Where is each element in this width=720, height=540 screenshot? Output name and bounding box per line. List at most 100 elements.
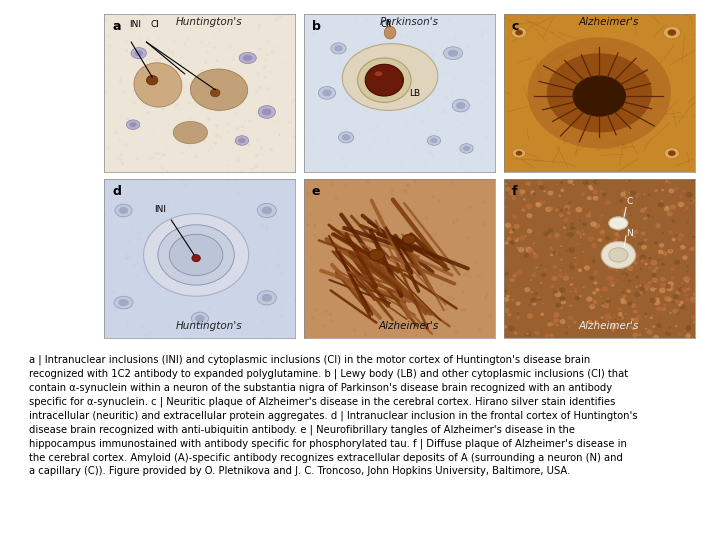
Point	[196, 38, 207, 46]
Circle shape	[654, 224, 656, 226]
Ellipse shape	[546, 53, 652, 132]
Point	[231, 151, 243, 160]
Point	[318, 320, 329, 329]
Circle shape	[518, 177, 525, 182]
Circle shape	[675, 299, 679, 303]
Point	[222, 118, 234, 127]
Point	[411, 272, 423, 281]
Ellipse shape	[169, 234, 223, 275]
Circle shape	[592, 300, 597, 304]
Circle shape	[517, 312, 519, 314]
Point	[220, 275, 232, 284]
Circle shape	[532, 192, 536, 195]
Circle shape	[682, 231, 688, 235]
Point	[470, 271, 482, 280]
Circle shape	[511, 235, 518, 240]
Ellipse shape	[516, 30, 523, 35]
Text: c: c	[511, 20, 519, 33]
Circle shape	[521, 208, 526, 212]
Circle shape	[582, 286, 585, 288]
Text: CI: CI	[380, 20, 390, 29]
Circle shape	[547, 322, 553, 327]
Ellipse shape	[667, 29, 676, 36]
Circle shape	[649, 257, 652, 259]
Point	[400, 57, 411, 65]
Point	[102, 82, 114, 90]
Point	[343, 240, 355, 249]
Point	[426, 325, 438, 334]
Point	[414, 36, 426, 44]
Circle shape	[654, 298, 660, 302]
Point	[193, 270, 204, 279]
Point	[222, 128, 234, 137]
Point	[358, 69, 369, 77]
Circle shape	[685, 333, 688, 335]
Circle shape	[511, 299, 514, 301]
Point	[241, 79, 253, 88]
Circle shape	[504, 272, 509, 275]
Circle shape	[533, 275, 538, 279]
Circle shape	[573, 227, 576, 229]
Point	[251, 135, 263, 144]
Circle shape	[554, 328, 557, 330]
Point	[203, 38, 215, 46]
Circle shape	[550, 186, 556, 190]
Circle shape	[535, 211, 540, 216]
Circle shape	[582, 251, 585, 253]
Point	[413, 266, 425, 274]
Point	[386, 190, 397, 199]
Circle shape	[631, 215, 632, 216]
Circle shape	[605, 314, 611, 319]
Circle shape	[593, 331, 596, 333]
Circle shape	[616, 234, 620, 238]
Circle shape	[692, 246, 697, 251]
Circle shape	[643, 217, 647, 220]
Circle shape	[192, 255, 200, 261]
Point	[446, 90, 457, 98]
Point	[410, 39, 421, 48]
Point	[99, 299, 111, 307]
Point	[172, 105, 184, 114]
Point	[265, 97, 276, 105]
Circle shape	[620, 298, 625, 301]
Circle shape	[680, 305, 685, 309]
Circle shape	[542, 284, 548, 288]
Circle shape	[686, 325, 691, 328]
Circle shape	[508, 229, 513, 233]
Point	[393, 241, 405, 250]
Point	[300, 49, 311, 58]
Circle shape	[678, 232, 684, 238]
Circle shape	[610, 317, 611, 319]
Point	[445, 98, 456, 106]
Circle shape	[575, 296, 580, 300]
Circle shape	[554, 253, 560, 258]
Point	[361, 16, 373, 24]
Circle shape	[554, 292, 562, 297]
Point	[258, 166, 269, 174]
Point	[163, 199, 174, 208]
Circle shape	[630, 252, 634, 256]
Point	[377, 307, 389, 315]
Ellipse shape	[516, 151, 523, 156]
Circle shape	[593, 196, 598, 201]
Point	[121, 321, 132, 329]
Circle shape	[526, 181, 531, 186]
Point	[102, 144, 114, 152]
Circle shape	[567, 241, 571, 244]
Circle shape	[633, 230, 639, 234]
Circle shape	[508, 190, 516, 195]
Point	[166, 48, 177, 57]
Circle shape	[528, 248, 535, 254]
Circle shape	[588, 211, 592, 214]
Circle shape	[672, 238, 676, 241]
Text: Alzheimer's: Alzheimer's	[379, 321, 439, 331]
Point	[198, 137, 210, 145]
Point	[126, 221, 138, 230]
Point	[170, 256, 181, 265]
Circle shape	[624, 227, 626, 229]
Point	[487, 42, 499, 51]
Point	[125, 121, 137, 130]
Point	[464, 44, 475, 52]
Point	[110, 153, 122, 162]
Circle shape	[580, 329, 588, 334]
